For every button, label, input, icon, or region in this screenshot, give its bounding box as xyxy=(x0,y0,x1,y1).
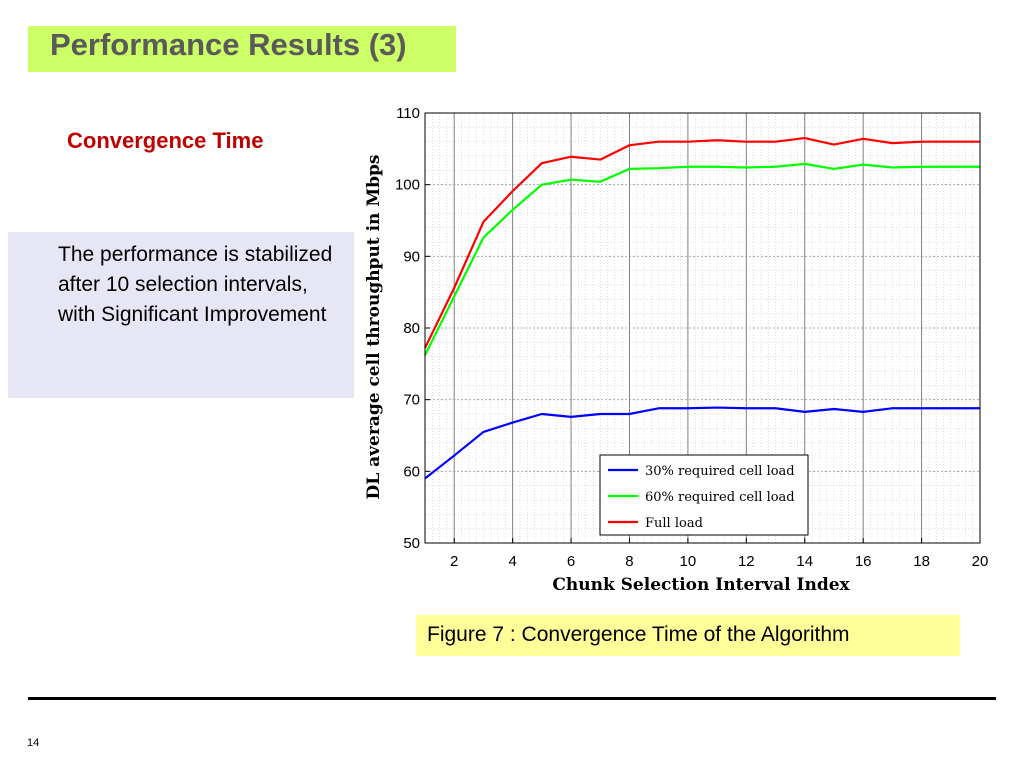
legend-entry: 60% required cell load xyxy=(645,490,795,505)
caption-box: Figure 7 : Convergence Time of the Algor… xyxy=(416,615,960,656)
series-line-3 xyxy=(424,136,980,349)
x-tick-label: 20 xyxy=(972,553,989,570)
y-tick-label: 110 xyxy=(396,105,420,122)
x-axis-label: Chunk Selection Interval Index xyxy=(552,575,850,595)
y-tick-label: 100 xyxy=(395,177,420,194)
convergence-chart: 2 4 6 8 10 12 14 16 18 20 50 60 70 80 90 100 110 Chunk S… xyxy=(364,105,988,595)
page-number: 14 xyxy=(27,737,40,749)
y-tick-label: 80 xyxy=(403,320,420,337)
x-tick-label: 8 xyxy=(625,553,633,570)
footer-rule xyxy=(28,697,996,700)
x-tick-label: 10 xyxy=(680,553,697,570)
figure-caption: Figure 7 : Convergence Time of the Algor… xyxy=(427,623,850,646)
y-tick-label: 90 xyxy=(403,248,420,265)
info-box: The performance is stabilized after 10 s… xyxy=(8,232,354,398)
axis-ticks: 2 4 6 8 10 12 14 16 18 20 50 60 70 80 90 100 110 xyxy=(395,105,988,570)
legend-entry: 30% required cell load xyxy=(645,464,795,479)
slide-subtitle: Convergence Time xyxy=(67,128,264,153)
x-tick-label: 18 xyxy=(913,553,930,570)
y-tick-label: 60 xyxy=(403,463,420,480)
y-tick-label: 70 xyxy=(403,392,420,409)
series-line-2 xyxy=(424,162,980,356)
x-tick-label: 2 xyxy=(450,553,458,570)
x-tick-label: 4 xyxy=(508,553,516,570)
x-tick-label: 16 xyxy=(855,553,872,570)
title-box: Performance Results (3) xyxy=(28,26,456,72)
legend-entry: Full load xyxy=(645,516,703,531)
slide-title: Performance Results (3) xyxy=(50,27,407,62)
y-tick-label: 50 xyxy=(403,535,420,552)
x-tick-label: 12 xyxy=(738,553,755,570)
x-tick-label: 6 xyxy=(567,553,575,570)
series-line-1 xyxy=(424,406,980,480)
info-text: The performance is stabilized after 10 s… xyxy=(58,243,333,326)
series-lines xyxy=(424,136,980,480)
y-axis-label: DL average cell throughput in Mbps xyxy=(364,155,384,500)
legend: 30% required cell load 60% required cell … xyxy=(599,454,809,536)
x-tick-label: 14 xyxy=(796,553,813,570)
